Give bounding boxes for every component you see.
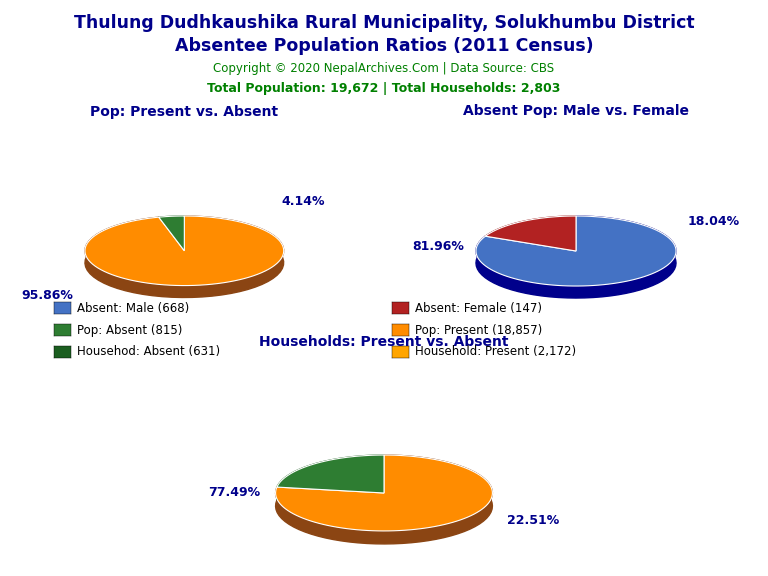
Text: 18.04%: 18.04%	[688, 214, 740, 228]
Text: Household: Present (2,172): Household: Present (2,172)	[415, 346, 576, 358]
Polygon shape	[277, 455, 384, 500]
Polygon shape	[485, 216, 576, 251]
Text: Pop: Absent (815): Pop: Absent (815)	[77, 324, 182, 336]
Text: 4.14%: 4.14%	[282, 195, 326, 207]
Text: 22.51%: 22.51%	[508, 514, 560, 526]
Title: Pop: Present vs. Absent: Pop: Present vs. Absent	[91, 105, 278, 119]
Polygon shape	[159, 216, 184, 229]
Polygon shape	[277, 455, 384, 493]
Text: Househod: Absent (631): Househod: Absent (631)	[77, 346, 220, 358]
Polygon shape	[85, 216, 283, 297]
Polygon shape	[276, 455, 492, 544]
Text: Copyright © 2020 NepalArchives.Com | Data Source: CBS: Copyright © 2020 NepalArchives.Com | Dat…	[214, 62, 554, 75]
Text: Pop: Present (18,857): Pop: Present (18,857)	[415, 324, 542, 336]
Text: 81.96%: 81.96%	[412, 240, 464, 252]
Text: 95.86%: 95.86%	[22, 289, 73, 302]
Title: Households: Present vs. Absent: Households: Present vs. Absent	[260, 335, 508, 350]
Polygon shape	[485, 216, 576, 248]
Polygon shape	[85, 216, 283, 286]
Polygon shape	[276, 455, 492, 531]
Polygon shape	[476, 216, 676, 298]
Text: Thulung Dudhkaushika Rural Municipality, Solukhumbu District: Thulung Dudhkaushika Rural Municipality,…	[74, 14, 694, 32]
Text: Absentee Population Ratios (2011 Census): Absentee Population Ratios (2011 Census)	[174, 37, 594, 55]
Text: Absent: Female (147): Absent: Female (147)	[415, 302, 541, 314]
Text: 77.49%: 77.49%	[208, 487, 260, 499]
Title: Absent Pop: Male vs. Female: Absent Pop: Male vs. Female	[463, 104, 689, 119]
Polygon shape	[476, 216, 676, 286]
Polygon shape	[159, 216, 184, 251]
Text: Total Population: 19,672 | Total Households: 2,803: Total Population: 19,672 | Total Househo…	[207, 82, 561, 96]
Text: Absent: Male (668): Absent: Male (668)	[77, 302, 189, 314]
